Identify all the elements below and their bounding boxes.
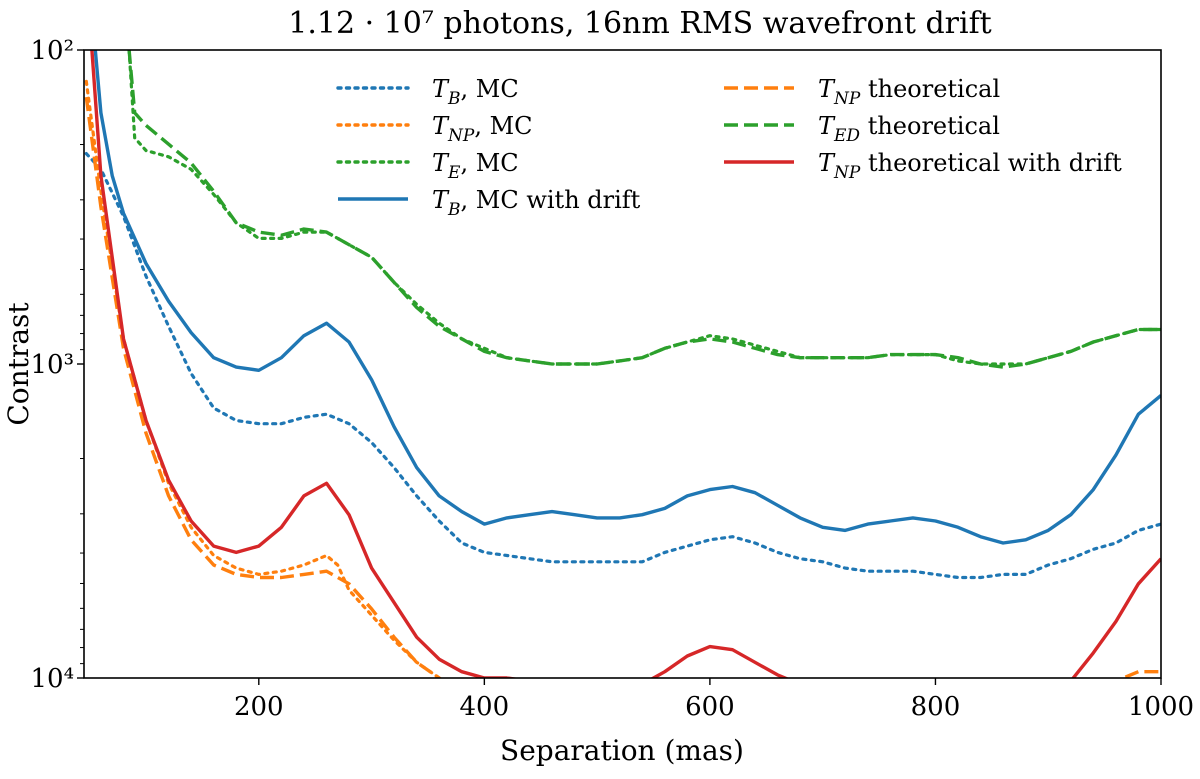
legend-label: TB, MC [432, 75, 519, 109]
x-tick-label: 800 [911, 692, 961, 722]
legend-label: TNP theoretical with drift [818, 149, 1122, 183]
series-line [84, 152, 1161, 580]
y-axis: 10² 10³ 10⁴ [30, 36, 84, 694]
x-tick-label: 200 [234, 692, 284, 722]
legend-label: TNP theoretical [818, 75, 1000, 109]
y-tick-label: 10³ [30, 350, 74, 380]
x-axis-label: Separation (mas) [500, 734, 744, 767]
x-tick-label: 1000 [1128, 692, 1194, 722]
y-axis-label: Contrast [2, 302, 35, 426]
series-line [127, 50, 1161, 369]
series-line [90, 50, 1161, 678]
y-tick-label: 10² [30, 36, 74, 66]
x-tick-label: 400 [460, 692, 510, 722]
series-layer [84, 50, 1161, 678]
x-tick-label: 600 [685, 692, 735, 722]
series-line [93, 50, 1161, 545]
legend-label: TNP, MC [432, 112, 533, 146]
legend-label: TB, MC with drift [432, 186, 641, 220]
y-tick-label: 10⁴ [30, 664, 74, 694]
series-line [127, 50, 1161, 366]
chart-title: 1.12 · 10⁷ photons, 16nm RMS wavefront d… [288, 6, 992, 41]
legend-label: TED theoretical [818, 112, 1000, 146]
series-line [84, 79, 443, 678]
x-axis: 200 400 600 800 1000 [234, 678, 1194, 722]
legend-label: TE, MC [432, 149, 519, 183]
